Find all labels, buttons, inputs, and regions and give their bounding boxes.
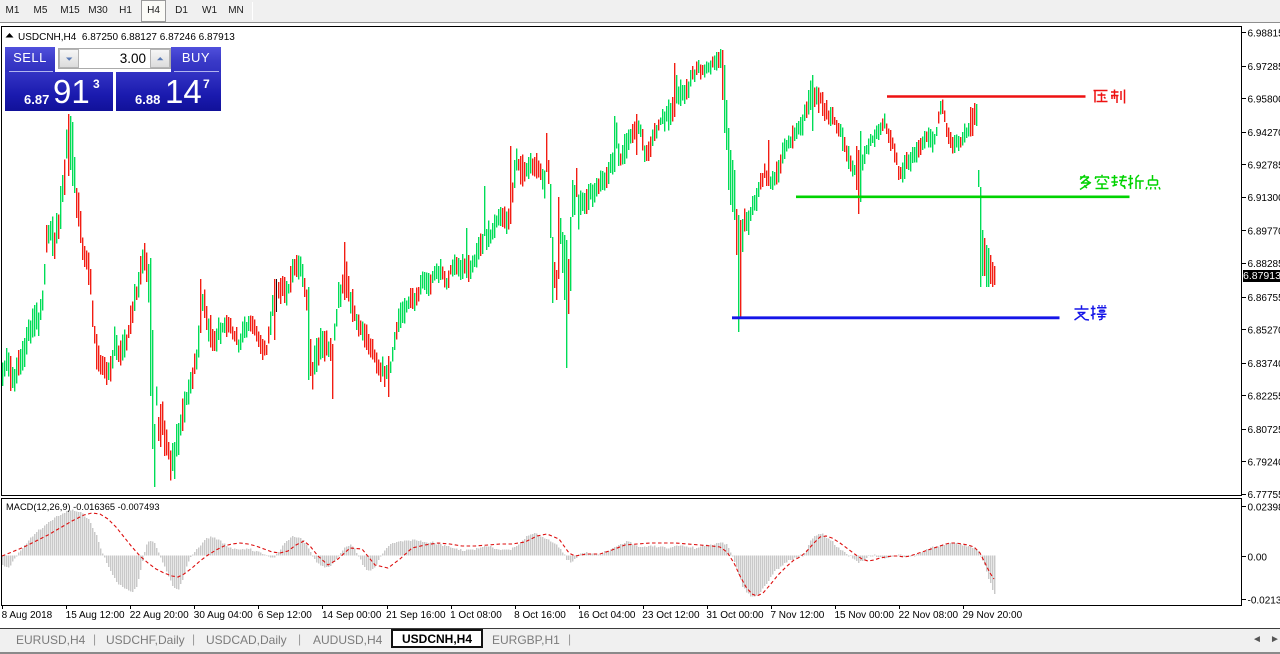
svg-text:8 Oct 16:00: 8 Oct 16:00 <box>514 610 566 621</box>
svg-text:6.95800: 6.95800 <box>1248 95 1280 106</box>
svg-text:29 Nov 20:00: 29 Nov 20:00 <box>963 610 1023 621</box>
svg-text:21 Sep 16:00: 21 Sep 16:00 <box>386 610 446 621</box>
svg-text:15 Aug 12:00: 15 Aug 12:00 <box>66 610 125 621</box>
svg-text:6.97285: 6.97285 <box>1248 62 1280 73</box>
svg-text:0.02398: 0.02398 <box>1248 502 1280 513</box>
svg-text:14 Sep 00:00: 14 Sep 00:00 <box>322 610 382 621</box>
svg-text:7 Nov 12:00: 7 Nov 12:00 <box>770 610 824 621</box>
svg-text:8 Aug 2018: 8 Aug 2018 <box>2 610 53 621</box>
svg-text:6.83740: 6.83740 <box>1248 359 1280 370</box>
svg-text:30 Aug 04:00: 30 Aug 04:00 <box>194 610 253 621</box>
svg-text:6.88285: 6.88285 <box>1248 259 1280 270</box>
svg-text:6.79240: 6.79240 <box>1248 458 1280 469</box>
svg-text:6.82255: 6.82255 <box>1248 391 1280 402</box>
svg-text:6.98815: 6.98815 <box>1248 28 1280 39</box>
svg-text:15 Nov 00:00: 15 Nov 00:00 <box>835 610 895 621</box>
svg-text:16 Oct 04:00: 16 Oct 04:00 <box>578 610 636 621</box>
svg-text:-0.02137: -0.02137 <box>1248 595 1280 606</box>
svg-text:31 Oct 00:00: 31 Oct 00:00 <box>706 610 764 621</box>
svg-text:6.86755: 6.86755 <box>1248 293 1280 304</box>
svg-text:22 Aug 20:00: 22 Aug 20:00 <box>130 610 189 621</box>
svg-text:6.91300: 6.91300 <box>1248 193 1280 204</box>
svg-text:6.80725: 6.80725 <box>1248 425 1280 436</box>
svg-text:6.94270: 6.94270 <box>1248 128 1280 139</box>
svg-text:0.00: 0.00 <box>1248 552 1268 563</box>
svg-text:22 Nov 08:00: 22 Nov 08:00 <box>899 610 959 621</box>
svg-text:MACD(12,26,9) -0.016365 -0.007: MACD(12,26,9) -0.016365 -0.007493 <box>6 502 160 512</box>
svg-text:1 Oct 08:00: 1 Oct 08:00 <box>450 610 502 621</box>
svg-text:6 Sep 12:00: 6 Sep 12:00 <box>258 610 312 621</box>
svg-text:23 Oct 12:00: 23 Oct 12:00 <box>642 610 700 621</box>
svg-text:6.92785: 6.92785 <box>1248 161 1280 172</box>
svg-text:6.89770: 6.89770 <box>1248 227 1280 238</box>
svg-text:6.77755: 6.77755 <box>1248 490 1280 501</box>
svg-text:6.85270: 6.85270 <box>1248 325 1280 336</box>
